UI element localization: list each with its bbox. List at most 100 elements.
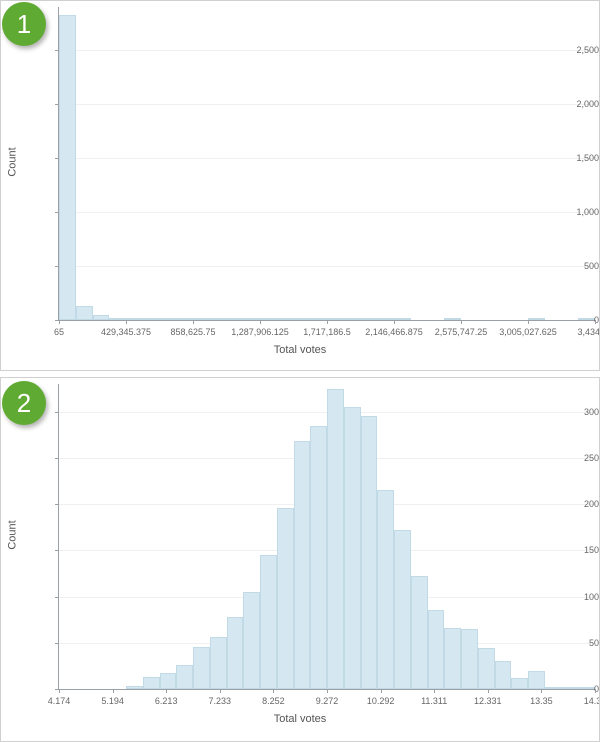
y-tick-mark xyxy=(55,266,59,268)
histogram-bar xyxy=(226,318,244,320)
x-tick-mark xyxy=(394,320,395,324)
x-tick-mark xyxy=(487,689,489,693)
x-tick-label: 10.292 xyxy=(366,696,395,706)
x-tick-label: 858,625.75 xyxy=(170,327,216,337)
x-tick-label: 9.272 xyxy=(315,696,339,706)
x-tick-mark xyxy=(461,320,462,324)
histogram-bar xyxy=(444,318,461,320)
histogram-chart-total-votes-log: Count Total votes 0 50 100 150 200 250 300 4.17… xyxy=(1,378,599,741)
y-tick-mark xyxy=(55,212,59,214)
x-tick-mark xyxy=(112,689,114,693)
histogram-bar xyxy=(243,318,260,320)
x-tick-label: 1,717,186.5 xyxy=(303,327,351,337)
histogram-bar xyxy=(243,591,260,689)
step-badge-2: 2 xyxy=(2,381,46,425)
histogram-bar xyxy=(360,318,378,320)
histogram-bar xyxy=(226,616,244,689)
x-tick-mark xyxy=(219,689,221,693)
histogram-bar xyxy=(276,318,294,320)
histogram-bar xyxy=(410,576,428,689)
histogram-bar xyxy=(327,388,344,689)
histogram-bar xyxy=(360,416,378,689)
histogram-bar xyxy=(142,677,160,689)
x-tick-mark xyxy=(126,320,127,324)
x-tick-mark xyxy=(327,320,328,324)
x-tick-mark xyxy=(595,689,596,693)
histogram-bar xyxy=(159,318,177,320)
x-tick-label: 65 xyxy=(53,327,65,337)
gridline xyxy=(59,266,595,268)
y-tick-label: 2,500 xyxy=(576,45,599,56)
gridline xyxy=(59,50,595,52)
x-tick-label: 2,575,747.25 xyxy=(434,327,488,337)
histogram-chart-total-votes-linear: Count Total votes 0 500 1,000 1,500 2,000 2,5… xyxy=(1,1,599,370)
y-tick-label: 0 xyxy=(593,684,599,694)
y-tick-label: 500 xyxy=(583,261,599,272)
x-tick-mark xyxy=(380,689,382,693)
x-tick-mark xyxy=(193,320,194,324)
y-tick-mark xyxy=(55,504,59,506)
step-badge-1: 1 xyxy=(2,2,46,46)
x-tick-label: 3,005,027.625 xyxy=(499,327,557,337)
histogram-bar xyxy=(159,673,177,689)
histogram-bar xyxy=(310,425,327,689)
histogram-bar xyxy=(293,318,311,320)
y-tick-mark xyxy=(55,596,59,598)
x-axis-label: Total votes xyxy=(273,713,327,725)
histogram-bar xyxy=(209,637,227,689)
y-tick-label: 1,500 xyxy=(576,153,599,164)
histogram-bar xyxy=(276,507,294,689)
x-tick-mark xyxy=(541,689,543,693)
histogram-bar xyxy=(126,318,143,320)
y-tick-label: 300 xyxy=(583,406,599,417)
x-tick-label: 3,434,30 xyxy=(577,327,600,337)
y-tick-label: 100 xyxy=(583,591,599,602)
x-tick-label: 13.35 xyxy=(530,696,553,706)
y-tick-mark xyxy=(55,642,59,644)
histogram-bar xyxy=(444,628,461,689)
histogram-bar xyxy=(494,661,512,689)
x-tick-label: 7.233 xyxy=(208,696,232,706)
histogram-bar xyxy=(528,670,545,689)
histogram-bar xyxy=(561,687,579,689)
y-tick-label: 2,000 xyxy=(576,99,599,110)
histogram-bar xyxy=(75,306,93,320)
histogram-bar xyxy=(511,677,528,689)
plot-area xyxy=(55,384,595,690)
histogram-bar xyxy=(343,318,361,320)
histogram-bar xyxy=(126,686,143,689)
x-tick-label: 6.213 xyxy=(154,696,178,706)
y-axis-line xyxy=(58,7,59,320)
histogram-bar xyxy=(176,664,193,689)
x-tick-mark xyxy=(595,320,596,324)
y-tick-mark xyxy=(55,320,59,321)
x-tick-mark xyxy=(260,320,261,324)
y-axis-line xyxy=(58,384,59,689)
histogram-bar xyxy=(59,14,76,320)
y-tick-mark xyxy=(55,411,59,413)
histogram-bar xyxy=(427,610,445,689)
histogram-bar xyxy=(377,318,394,320)
histogram-bar xyxy=(260,555,277,689)
x-tick-label: 12.331 xyxy=(474,696,502,706)
x-tick-label: 5.194 xyxy=(101,696,124,706)
x-tick-mark xyxy=(59,320,60,324)
histogram-bar xyxy=(544,687,562,689)
y-axis-label: Count xyxy=(6,146,19,177)
histogram-bar xyxy=(578,318,595,320)
y-tick-label: 50 xyxy=(588,637,599,648)
y-tick-label: 250 xyxy=(583,452,599,463)
histogram-bar xyxy=(260,318,277,320)
x-tick-label: 2,146,466.875 xyxy=(365,327,423,337)
x-tick-label: 11.311 xyxy=(421,696,448,706)
y-tick-label: 200 xyxy=(583,499,599,510)
y-tick-label: 1,000 xyxy=(576,207,599,218)
x-tick-mark xyxy=(59,689,60,693)
y-axis-label: Count xyxy=(6,519,19,550)
y-tick-mark xyxy=(55,50,59,52)
plot-area xyxy=(55,7,595,321)
y-tick-mark xyxy=(55,550,59,552)
histogram-bar xyxy=(310,318,327,320)
chart-panel-1: Count Total votes 0 500 1,000 1,500 2,000 2,5… xyxy=(0,0,600,371)
histogram-bar xyxy=(92,314,110,320)
